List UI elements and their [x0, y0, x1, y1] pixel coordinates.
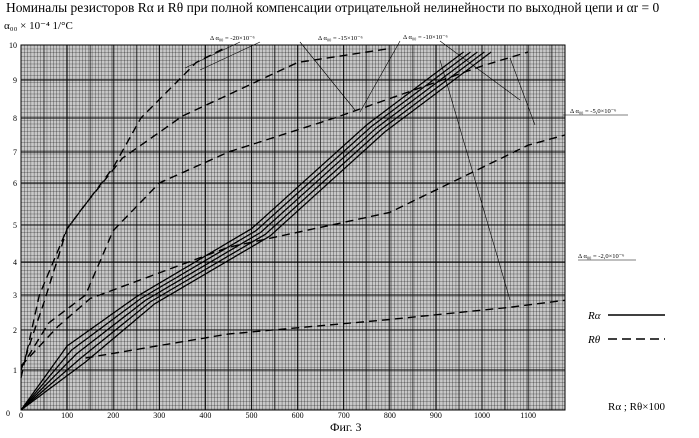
annotation-label: Δ α₀₀ = -2,0×10⁻⁶	[578, 253, 624, 260]
legend-label: Rθ	[587, 334, 601, 346]
y-tick-label: 5	[13, 221, 17, 230]
x-axis-label: Rα ; Rθ×100	[608, 401, 665, 413]
annotation-label: Δ α₀₀ = -10×10⁻⁶	[403, 34, 448, 41]
x-tick-label: 100	[61, 411, 73, 420]
x-tick-label: 600	[292, 411, 304, 420]
x-tick-label: 800	[384, 411, 396, 420]
legend: Rα Rθ	[587, 310, 665, 346]
origin-label: 0	[6, 409, 10, 418]
x-tick-label: 700	[338, 411, 350, 420]
y-tick-label: 7	[13, 148, 17, 157]
annotation-label: Δ α₀₀ = -15×10⁻⁶	[318, 35, 363, 42]
y-tick-label: 4	[13, 258, 17, 267]
legend-label: Rα	[587, 310, 601, 322]
annotation-label: Δ α₀₀ = -5,0×10⁻⁶	[570, 108, 616, 115]
y-tick-label: 8	[13, 114, 17, 123]
y-tick-label: 2	[13, 326, 17, 335]
x-tick-label: 400	[199, 411, 211, 420]
x-tick-label: 200	[107, 411, 119, 420]
y-tick-label: 1	[13, 366, 17, 375]
y-tick-label: 3	[13, 291, 17, 300]
y-tick-label: 9	[13, 76, 17, 85]
figure-caption: Фиг. 3	[330, 420, 361, 435]
x-tick-label: 500	[246, 411, 258, 420]
x-tick-label: 900	[430, 411, 442, 420]
x-tick-label: 0	[19, 411, 23, 420]
y-tick-label: 6	[13, 179, 17, 188]
x-tick-label: 1000	[474, 411, 490, 420]
x-tick-label: 300	[153, 411, 165, 420]
y-tick-label: 10	[9, 41, 17, 50]
x-tick-label: 1100	[520, 411, 536, 420]
annotation-label: Δ α₀₀ = -20×10⁻⁶	[210, 35, 255, 42]
